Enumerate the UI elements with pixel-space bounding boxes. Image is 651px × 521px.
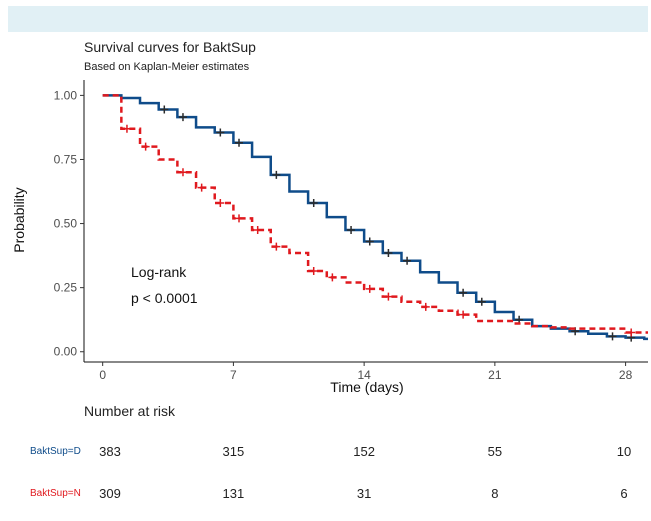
censor-mark: [459, 310, 468, 319]
series-layer: [102, 94, 648, 342]
censor-mark: [272, 242, 281, 251]
censor-mark: [459, 288, 468, 297]
header-banner: [8, 6, 648, 32]
y-tick-label: 0.50: [54, 217, 78, 231]
risk-count: 131: [222, 486, 245, 501]
censor-mark: [384, 292, 393, 301]
censor-mark: [160, 105, 169, 114]
censor-mark: [178, 168, 187, 177]
censor-mark: [365, 237, 374, 246]
risk-count: 152: [353, 444, 375, 459]
risk-table-title: Number at risk: [84, 403, 176, 419]
risk-count: 31: [356, 486, 372, 501]
chart-subtitle: Based on Kaplan-Meier estimates: [84, 61, 250, 73]
y-tick-label: 0.25: [54, 281, 78, 295]
pvalue-label: p < 0.0001: [131, 290, 198, 306]
censor-mark: [328, 273, 337, 282]
censor-mark: [627, 328, 636, 337]
x-axis-label: Time (days): [330, 379, 403, 395]
censor-mark: [235, 138, 244, 147]
risk-row-label: BaktSup=D: [30, 446, 81, 457]
risk-count: 8: [491, 486, 499, 501]
censor-mark: [421, 302, 430, 311]
x-tick-label: 21: [488, 368, 502, 382]
y-tick-label: 0.75: [54, 152, 78, 166]
censor-mark: [477, 297, 486, 306]
censor-mark: [235, 214, 244, 223]
risk-count: 10: [616, 444, 632, 459]
censor-mark: [253, 225, 262, 234]
chart-title: Survival curves for BaktSup: [84, 39, 256, 55]
x-tick-label: 14: [357, 368, 371, 382]
risk-count: 309: [99, 486, 121, 501]
censor-mark: [197, 183, 206, 192]
x-tick-label: 28: [619, 368, 633, 382]
censor-mark: [403, 256, 412, 265]
series-line-baktsup-n: [102, 94, 648, 334]
risk-count: 55: [487, 444, 503, 459]
censor-mark: [216, 199, 225, 208]
censor-mark: [608, 332, 617, 341]
censor-mark: [309, 199, 318, 208]
censor-mark: [178, 113, 187, 122]
censor-mark: [365, 284, 374, 293]
y-axis-label: Probability: [11, 187, 27, 252]
logrank-label: Log-rank: [131, 264, 187, 280]
x-tick-label: 7: [230, 368, 237, 382]
risk-row-label: BaktSup=N: [30, 488, 81, 499]
x-tick-label: 0: [99, 368, 106, 382]
y-tick-label: 0.00: [54, 345, 78, 359]
censor-mark: [384, 249, 393, 258]
risk-count: 315: [222, 444, 245, 459]
censor-mark: [122, 124, 131, 133]
censor-mark: [272, 170, 281, 179]
risk-count: 383: [99, 444, 121, 459]
risk-count: 6: [620, 486, 628, 501]
censor-mark: [347, 225, 356, 234]
censor-mark: [216, 128, 225, 137]
survival-chart: 0.00 0.25 0.50 0.75 1.00 0 7 14 21 28 Log-rank p …: [11, 80, 648, 395]
y-tick-label: 1.00: [54, 88, 78, 102]
censor-mark: [141, 142, 150, 151]
censor-mark: [309, 266, 318, 275]
axes: 0.00 0.25 0.50 0.75 1.00 0 7 14 21 28: [54, 80, 648, 382]
